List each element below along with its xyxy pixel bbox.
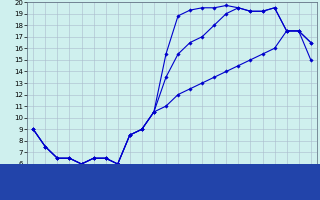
- X-axis label: Graphe des températures (°c): Graphe des températures (°c): [96, 176, 248, 185]
